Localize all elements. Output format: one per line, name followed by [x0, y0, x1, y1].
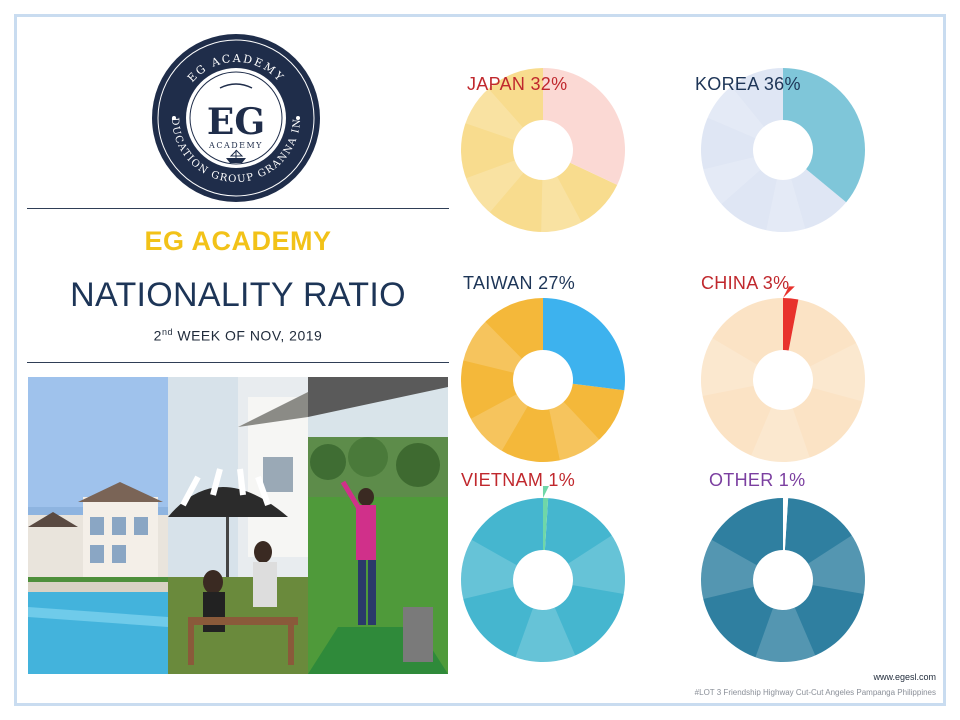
donut-chart-japan	[455, 40, 695, 250]
donut-slice-pointer-vietnam	[542, 486, 549, 498]
donut-texture-band	[809, 343, 865, 402]
donut-slice-china	[783, 298, 799, 351]
donut-remainder-china	[700, 298, 865, 462]
donut-remainder-other	[701, 498, 865, 662]
donut-remainder-korea	[701, 68, 847, 232]
logo-word: ACADEMY	[208, 141, 263, 150]
donut-texture-band	[808, 535, 865, 594]
donut-chart-korea	[695, 40, 935, 250]
donut-texture-band	[751, 407, 810, 462]
donut-chart-taiwan	[455, 270, 695, 480]
donut-texture-band	[701, 338, 758, 397]
chart-label-taiwan: TAIWAN 27%	[463, 273, 576, 293]
page-title: NATIONALITY RATIO	[70, 276, 406, 314]
chart-label-other: OTHER 1%	[709, 470, 806, 490]
donut-texture-band	[703, 157, 761, 205]
footer-address: #LOT 3 Friendship Highway Cut-Cut Angele…	[694, 688, 936, 697]
donut-chart-vietnam	[455, 470, 695, 680]
donut-texture-band	[755, 607, 816, 662]
nationality-donut-charts: JAPAN 32% KOREA 36% TAIWAN 27% CHINA 3% VIET…	[455, 40, 935, 670]
subtitle-ordinal: 2	[153, 327, 162, 344]
ship-icon	[226, 149, 246, 163]
donut-remainder-taiwan	[461, 298, 625, 462]
donut-slice-japan	[543, 68, 625, 185]
campus-pool-photo	[28, 377, 168, 674]
donut-texture-band	[766, 178, 806, 233]
brand-title: EG ACADEMY	[144, 226, 332, 256]
donut-texture-band	[568, 535, 625, 594]
eg-academy-logo: EG ACADEMY EDUCATION GROUP GRANNA INC EG…	[150, 32, 322, 204]
chart-label-vietnam: VIETNAM 1%	[461, 470, 576, 490]
donut-texture-band	[515, 607, 576, 662]
subtitle-ordinal-suffix: nd	[161, 327, 173, 337]
donut-texture-band	[466, 160, 524, 213]
chart-label-china: CHINA 3%	[701, 273, 790, 293]
chart-label-japan: JAPAN 32%	[467, 74, 568, 94]
donut-texture-band	[701, 539, 757, 599]
report-week-subtitle: 2nd WEEK OF NOV, 2019	[27, 327, 449, 344]
donut-texture-band	[549, 401, 600, 461]
divider-bottom	[27, 362, 449, 363]
donut-slice-korea	[783, 68, 865, 203]
chart-label-korea: KOREA 36%	[695, 74, 801, 94]
divider-top	[27, 208, 449, 209]
donut-chart-other	[695, 470, 935, 680]
donut-slice-taiwan	[543, 298, 625, 391]
campus-golf-photo	[308, 377, 448, 674]
footer-website[interactable]: www.egesl.com	[873, 672, 936, 682]
donut-slice-other	[783, 498, 789, 551]
donut-texture-band	[470, 394, 528, 451]
donut-remainder-vietnam	[460, 498, 625, 662]
campus-photo-strip	[28, 377, 448, 674]
donut-texture-band	[541, 176, 582, 232]
donut-texture-band	[707, 86, 765, 139]
donut-texture-band	[461, 539, 517, 599]
subtitle-rest: WEEK OF NOV, 2019	[172, 327, 323, 344]
donut-slice-pointer-other	[782, 486, 789, 498]
donut-remainder-japan	[460, 68, 618, 232]
donut-slice-vietnam	[543, 498, 549, 551]
donut-texture-band	[463, 321, 522, 373]
logo-monogram: EG	[207, 101, 265, 143]
campus-umbrella-photo	[168, 377, 308, 674]
donut-texture-band	[465, 88, 524, 141]
donut-chart-china	[695, 270, 935, 480]
